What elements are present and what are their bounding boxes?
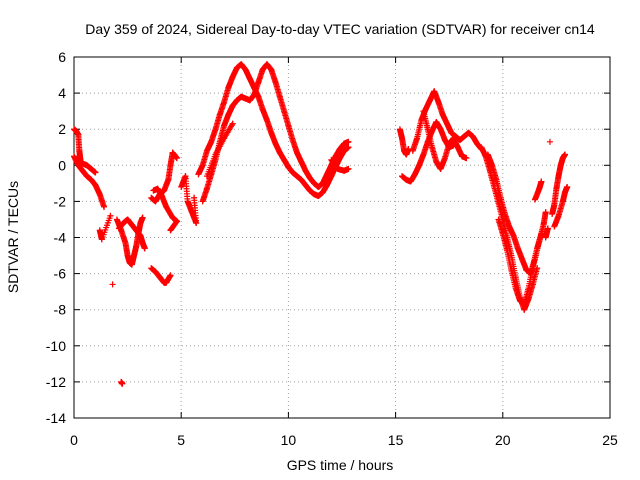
y-tick-label: -12 (46, 374, 66, 390)
data-point-arc-w (538, 230, 545, 237)
data-points (71, 61, 571, 387)
y-tick-label: -8 (54, 302, 67, 318)
y-tick-label: 2 (58, 121, 66, 137)
data-point-arc-g (141, 245, 148, 252)
y-tick-label: 4 (58, 85, 66, 101)
y-tick-label: 6 (58, 49, 66, 65)
axis-ticks: 0 5 10 15 20 25 -14 -12 -10 -8 -6 -4 -2 0 2 4 6 (46, 49, 618, 448)
data-point-arc-i (167, 272, 174, 279)
data-point-arc-j (173, 155, 180, 162)
y-tick-label: -14 (46, 410, 66, 426)
data-point-arc-aa (564, 183, 571, 190)
data-point-arc-f (139, 214, 146, 221)
x-tick-label: 5 (177, 432, 185, 448)
x-tick-label: 10 (281, 432, 297, 448)
x-tick-label: 0 (70, 432, 78, 448)
x-tick-label: 25 (602, 432, 618, 448)
y-tick-label: -6 (54, 266, 67, 282)
data-point-arc-k (168, 226, 175, 233)
y-tick-label: 0 (58, 157, 66, 173)
grid-lines (74, 57, 610, 418)
data-point-arc-o (229, 120, 236, 127)
data-point-arc-x (538, 178, 545, 185)
y-tick-label: -10 (46, 338, 66, 354)
data-point-arc-m (345, 144, 352, 151)
data-point-arc-c (92, 169, 99, 176)
data-point-arc-k (167, 227, 174, 234)
y-axis-label: SDTVAR / TECUs (5, 181, 21, 293)
data-point-arc-p (345, 165, 352, 172)
y-tick-label: -2 (54, 193, 67, 209)
x-tick-label: 20 (495, 432, 511, 448)
y-tick-label: -4 (54, 230, 67, 246)
x-tick-label: 15 (388, 432, 404, 448)
data-point-arc-t (463, 155, 470, 162)
data-point-arc-d (107, 212, 114, 219)
data-point-arc-z (561, 151, 568, 158)
data-point-arc-b (101, 203, 108, 210)
data-point-arc-y (546, 138, 553, 145)
data-point-arc-h (119, 380, 126, 387)
data-point-arc-l (191, 194, 198, 201)
chart-title: Day 359 of 2024, Sidereal Day-to-day VTE… (85, 21, 595, 37)
data-point-arc-e (109, 281, 116, 288)
data-point-arc-v (542, 209, 549, 216)
data-point-arc-n (345, 138, 352, 145)
data-point-arc-y (544, 225, 551, 232)
x-axis-label: GPS time / hours (287, 457, 394, 473)
